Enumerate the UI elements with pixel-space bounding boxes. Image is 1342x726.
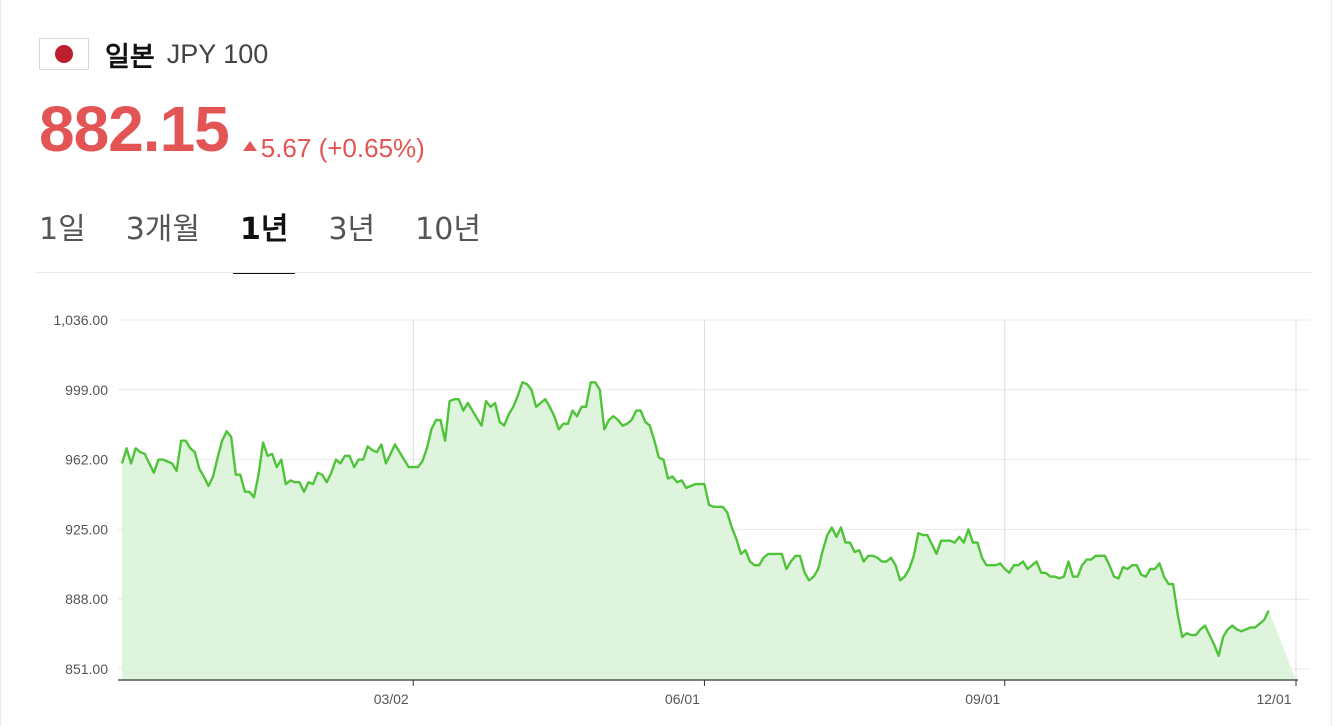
y-tick-label: 888.00 bbox=[65, 591, 108, 607]
price-area bbox=[122, 382, 1296, 680]
tab-1d[interactable]: 1일 bbox=[39, 212, 86, 247]
x-tick-label: 06/01 bbox=[665, 691, 700, 707]
tab-1y[interactable]: 1년 bbox=[232, 204, 297, 274]
y-tick-label: 962.00 bbox=[65, 452, 108, 468]
y-tick-label: 999.00 bbox=[65, 382, 108, 398]
tab-3y[interactable]: 3년 bbox=[328, 212, 376, 247]
price-row: 882.15 5.67 (+0.65%) bbox=[39, 92, 425, 166]
period-tabs: 1일 3개월 1년 3년 10년 bbox=[39, 204, 521, 274]
tab-3m[interactable]: 3개월 bbox=[125, 212, 200, 247]
y-tick-label: 851.00 bbox=[65, 661, 108, 677]
country-name: 일본 bbox=[105, 41, 155, 73]
tab-10y[interactable]: 10년 bbox=[415, 212, 481, 247]
x-tick-label: 12/01 bbox=[1256, 691, 1291, 707]
price-line bbox=[120, 381, 1270, 657]
x-tick-label: 03/02 bbox=[374, 691, 409, 707]
y-tick-label: 1,036.00 bbox=[54, 312, 109, 328]
triangle-up-icon bbox=[242, 141, 257, 151]
y-tick-label: 925.00 bbox=[65, 521, 108, 537]
currency-code: JPY 100 bbox=[166, 38, 269, 69]
price-change: 5.67 (+0.65%) bbox=[242, 132, 425, 164]
currency-header: 일본 JPY 100 bbox=[39, 36, 269, 73]
price-change-value: 5.67 (+0.65%) bbox=[260, 132, 425, 163]
x-tick-label: 09/01 bbox=[965, 691, 1000, 707]
current-price: 882.15 bbox=[39, 93, 230, 165]
japan-flag-icon bbox=[39, 38, 89, 70]
tabs-divider bbox=[35, 272, 1312, 273]
